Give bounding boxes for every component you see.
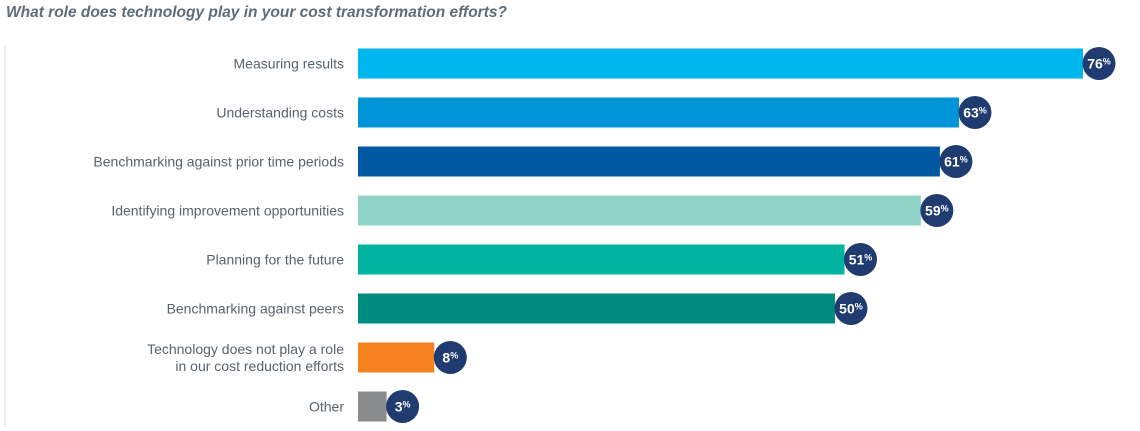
bar (358, 244, 845, 275)
value-badge (920, 194, 954, 227)
value-label: 51% (849, 252, 873, 268)
category-label: Benchmarking against peers (167, 301, 344, 317)
category-label: Identifying improvement opportunities (111, 203, 344, 219)
value-badge (844, 243, 878, 276)
bar (358, 97, 959, 128)
category-label: Measuring results (234, 56, 345, 72)
value-label: 3% (395, 399, 411, 415)
bars-group: Measuring results 76% Understanding costs 6… (93, 47, 1116, 423)
bar (358, 342, 435, 373)
bar (358, 293, 835, 324)
value-label: 59% (925, 203, 949, 219)
category-label: Technology does not play a role in our co… (147, 341, 344, 374)
value-badge (958, 96, 992, 129)
category-label: Benchmarking against prior time periods (93, 154, 344, 170)
category-label: Understanding costs (216, 105, 344, 121)
bar (358, 391, 387, 422)
value-badge (433, 341, 467, 374)
value-label: 61% (944, 154, 968, 170)
value-badge (386, 390, 420, 423)
value-badge (1082, 47, 1116, 80)
value-label: 50% (839, 301, 863, 317)
category-label: Planning for the future (206, 252, 344, 268)
category-label: Other (309, 399, 344, 415)
value-badge (939, 145, 973, 178)
chart-title: What role does technology play in your c… (6, 4, 507, 21)
value-label: 76% (1087, 56, 1111, 72)
value-label: 63% (963, 105, 987, 121)
value-badge (834, 292, 868, 325)
bar (358, 146, 940, 177)
bar (358, 48, 1083, 79)
value-label: 8% (442, 350, 458, 366)
bar (358, 195, 921, 226)
